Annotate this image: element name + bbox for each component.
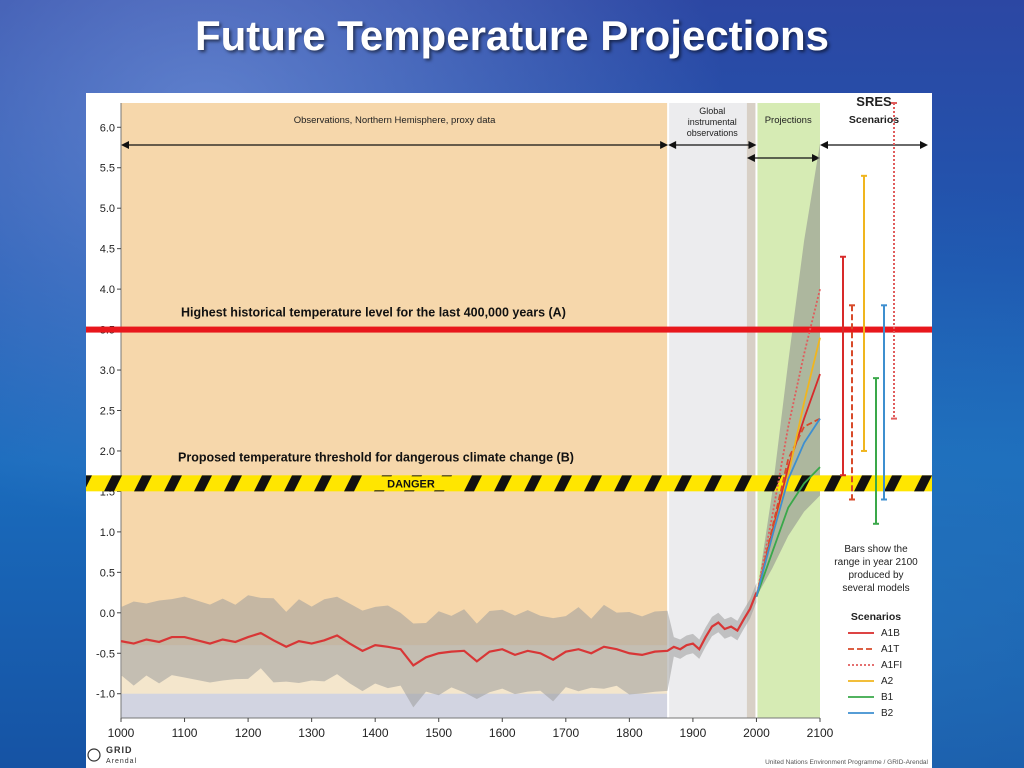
legend-note: Bars show the	[844, 544, 908, 555]
period-label-instrumental: Global	[699, 106, 725, 116]
danger-stripe	[224, 475, 242, 492]
x-tick-label: 1300	[298, 726, 325, 740]
danger-stripe	[614, 475, 632, 492]
legend-label-b2: B2	[881, 708, 894, 719]
scenario-line-a1t	[755, 417, 821, 597]
legend-title: Scenarios	[851, 611, 901, 623]
period-label-proxy: Observations, Northern Hemisphere, proxy…	[294, 115, 496, 126]
x-tick-label: 1400	[362, 726, 389, 740]
reference-line-b-label: Proposed temperature threshold for dange…	[178, 450, 574, 464]
span-arrow-projections-head-right	[812, 154, 820, 162]
span-arrow-sres-head-left	[820, 141, 828, 149]
span-arrow-sres-head-right	[920, 141, 928, 149]
sres-subtitle: Scenarios	[849, 114, 899, 126]
y-tick-label: -1.0	[96, 689, 115, 701]
danger-stripe	[884, 475, 902, 492]
x-tick-label: 1800	[616, 726, 643, 740]
danger-stripe	[584, 475, 602, 492]
danger-stripe	[134, 475, 152, 492]
legend-label-a2: A2	[881, 676, 894, 687]
reference-line-a-label: Highest historical temperature level for…	[181, 306, 566, 320]
y-tick-label: 4.0	[100, 284, 115, 296]
danger-stripe	[344, 475, 362, 492]
x-tick-label: 2000	[743, 726, 770, 740]
danger-stripe	[494, 475, 512, 492]
danger-stripe	[644, 475, 662, 492]
danger-stripe	[734, 475, 752, 492]
legend-label-a1fi: A1FI	[881, 660, 902, 671]
x-tick-label: 1600	[489, 726, 516, 740]
source-credit: United Nations Environment Programme / G…	[765, 759, 928, 766]
danger-stripe	[104, 475, 122, 492]
chart-panel: Observations, Northern Hemisphere, proxy…	[86, 93, 932, 768]
reference-line-a	[86, 326, 932, 333]
danger-stripe	[254, 475, 272, 492]
danger-stripe	[464, 475, 482, 492]
x-tick-label: 1100	[172, 726, 198, 740]
y-tick-label: 5.5	[100, 163, 115, 175]
span-arrow-proxy-head-left	[121, 141, 129, 149]
y-tick-label: 2.0	[100, 446, 115, 458]
danger-stripe	[824, 475, 842, 492]
y-tick-label: 6.0	[100, 122, 115, 134]
y-tick-label: 0.5	[100, 567, 115, 579]
danger-stripe	[914, 475, 932, 492]
y-tick-label: 1.0	[100, 527, 115, 539]
danger-stripe	[764, 475, 782, 492]
instrumental-edge-strip	[746, 103, 757, 718]
x-tick-label: 1700	[552, 726, 579, 740]
legend-label-a1b: A1B	[881, 628, 900, 639]
period-label-projections: Projections	[765, 115, 812, 126]
y-tick-label: 4.5	[100, 244, 115, 256]
x-tick-label: 1500	[425, 726, 452, 740]
slide-title: Future Temperature Projections	[194, 12, 830, 59]
period-label-instrumental: instrumental	[688, 117, 737, 127]
scenario-line-b2	[755, 418, 821, 597]
scenario-line-a1fi	[755, 288, 821, 597]
danger-stripe	[284, 475, 302, 492]
danger-band-text: DANGER	[387, 478, 435, 490]
temperature-chart: Observations, Northern Hemisphere, proxy…	[86, 94, 932, 766]
period-label-instrumental: observations	[687, 128, 739, 138]
legend-label-a1t: A1T	[881, 644, 899, 655]
legend-label-b1: B1	[881, 692, 894, 703]
y-tick-label: 0.0	[100, 608, 115, 620]
x-tick-label: 1000	[108, 726, 135, 740]
legend-note: produced by	[848, 570, 903, 581]
x-tick-label: 2100	[807, 726, 834, 740]
x-tick-label: 1900	[680, 726, 707, 740]
legend-note: range in year 2100	[834, 557, 918, 568]
x-tick-label: 1200	[235, 726, 262, 740]
danger-stripe	[194, 475, 212, 492]
danger-stripe	[314, 475, 332, 492]
y-tick-label: -0.5	[96, 648, 115, 660]
danger-stripe	[86, 475, 92, 488]
sres-title: SRES	[856, 94, 892, 109]
span-arrow-proxy-head-right	[660, 141, 669, 149]
span-arrow-instrumental-head-left	[668, 141, 677, 149]
legend-note: several models	[842, 583, 909, 594]
grid-logo: GRID	[106, 745, 133, 755]
span-arrow-projections-head-left	[746, 154, 755, 162]
unep-logo	[87, 748, 101, 762]
y-tick-label: 5.0	[100, 203, 115, 215]
danger-text-bg	[366, 476, 456, 491]
proxy-bottom-tint	[121, 693, 669, 718]
danger-stripe	[704, 475, 722, 492]
scenario-line-b1	[755, 466, 821, 597]
span-arrow-instrumental-head-right	[748, 141, 757, 149]
arendal-logo: Arendal	[106, 758, 137, 765]
danger-stripe	[674, 475, 692, 492]
y-tick-label: 3.0	[100, 365, 115, 377]
danger-stripe	[554, 475, 572, 492]
y-tick-label: 2.5	[100, 406, 115, 418]
danger-stripe	[524, 475, 542, 492]
proxy-uncertainty-band	[121, 582, 757, 708]
danger-stripe	[854, 475, 872, 492]
danger-stripe	[164, 475, 182, 492]
proxy-reconstruction-line	[120, 592, 758, 667]
